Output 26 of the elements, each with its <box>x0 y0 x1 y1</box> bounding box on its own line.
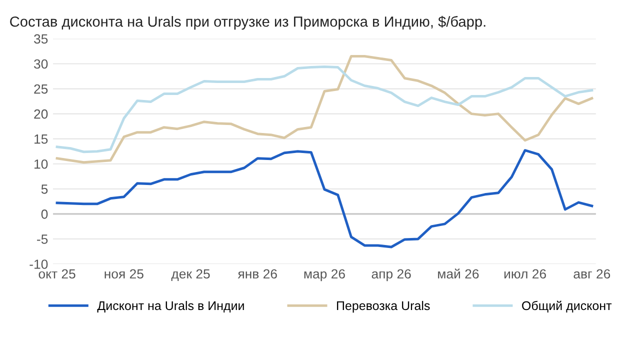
y-tick-label: 5 <box>41 184 48 194</box>
legend-label: Перевозка Urals <box>337 300 430 313</box>
y-tick-label: 35 <box>34 34 48 44</box>
y-tick-label: 20 <box>34 109 48 119</box>
x-tick-label: авг 26 <box>574 269 610 279</box>
x-tick-label: апр 26 <box>372 269 411 282</box>
line-series <box>56 54 594 164</box>
legend-label: Дисконт на Urals в Индии <box>97 300 244 312</box>
line-series <box>56 66 594 154</box>
y-tick-label: 25 <box>34 84 48 94</box>
line-series <box>56 149 594 248</box>
x-tick-label: окт 25 <box>38 269 76 279</box>
y-tick-label: 0 <box>41 210 48 219</box>
y-tick-label: 15 <box>34 134 48 144</box>
x-tick-label: май 26 <box>438 268 479 279</box>
x-tick-label: ноя 25 <box>104 269 144 279</box>
legend-label: Общий дисконт <box>522 300 612 312</box>
x-tick-label: июл 26 <box>504 269 546 279</box>
y-tick-label: -5 <box>37 234 48 244</box>
x-tick-label: янв 26 <box>238 269 277 279</box>
y-tick-label: 30 <box>34 59 48 69</box>
y-tick-label: 10 <box>34 159 48 169</box>
y-tick-label: -10 <box>30 260 48 269</box>
chart-title: Состав дисконта на Urals при отгрузке из Приморска в Индию, $/барр. <box>10 16 486 30</box>
x-tick-label: дек 25 <box>171 269 210 282</box>
x-tick-label: мар 26 <box>304 269 345 282</box>
